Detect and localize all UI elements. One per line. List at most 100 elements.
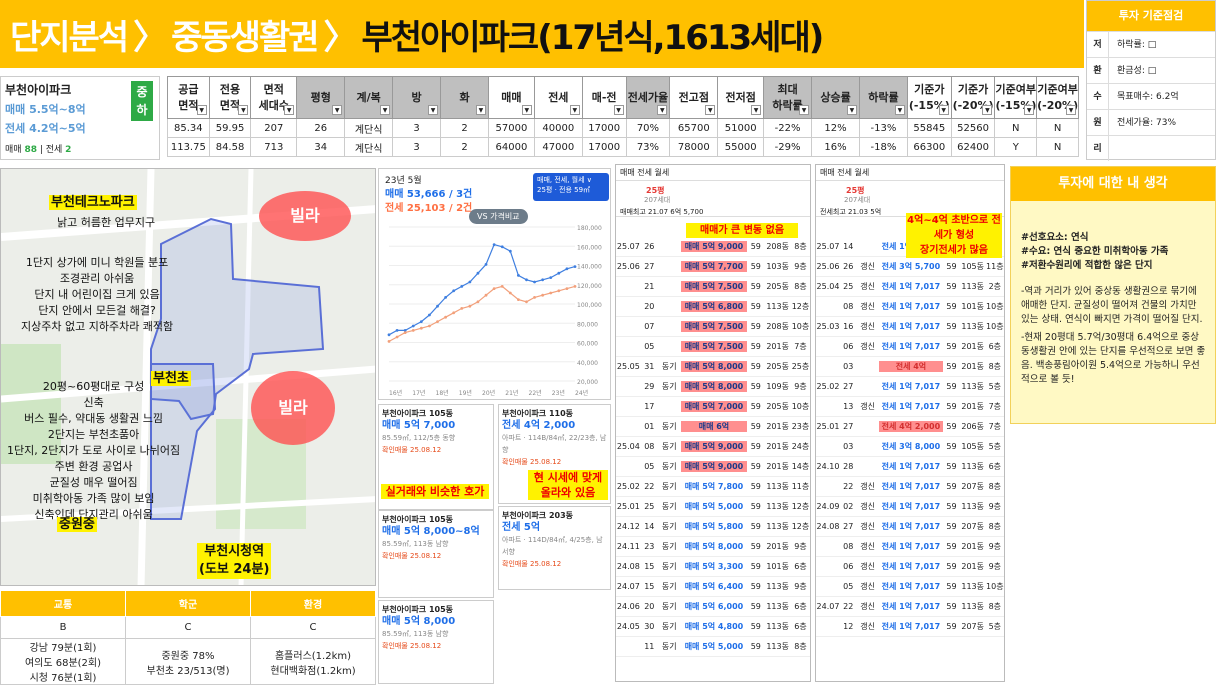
trade-row[interactable]: 17 매매 5억 7,000 59 205동 10층 [616,397,810,417]
trade-row[interactable]: 24.10 28 전세 1억 7,017 59 113동 6층 [816,457,1004,477]
listing-card[interactable]: 부천아이파크 203동 전세 5억 아파트 · 114D/84㎡, 4/25층,… [498,506,611,590]
column-header[interactable]: 기준여부 (-15%) ▼ [994,76,1038,119]
x-tick-label: 21년 [505,389,518,397]
trade-row[interactable]: 01 동기 매매 6억 59 201동 23층 [616,417,810,437]
trade-row[interactable]: 24.11 23 동기 매매 5억 8,000 59 201동 9층 [616,537,810,557]
column-header[interactable]: 전세가율 ▼ [625,76,671,119]
trade-row[interactable]: 25.04 25 갱신 전세 1억 7,017 59 113동 2층 [816,277,1004,297]
trade-row[interactable]: 24.07 22 갱신 전세 1억 7,017 59 113동 8층 [816,597,1004,617]
filter-dropdown-icon[interactable]: ▼ [705,105,716,115]
column-header[interactable]: 전저점 ▼ [717,76,765,119]
trade-tabs[interactable]: 매매 전세 월세 [616,165,810,181]
sale-trade-list[interactable]: 매매 전세 월세 25평 207세대 매매최고 21.07 6억 5,700 매… [615,164,811,682]
filter-dropdown-icon[interactable]: ▼ [613,105,624,115]
filter-dropdown-icon[interactable]: ▼ [1066,105,1076,115]
filter-dropdown-icon[interactable]: ▼ [846,105,857,115]
trade-row[interactable]: 05 동기 매매 5억 9,000 59 201동 14층 [616,457,810,477]
trade-row[interactable]: 29 동기 매매 5억 8,000 59 109동 9층 [616,377,810,397]
filter-dropdown-icon[interactable]: ▼ [657,105,668,115]
chart-filter-button[interactable]: 매매, 전세, 월세 ∨ 25평 · 전용 59㎡ [533,173,609,201]
listing-card[interactable]: 부천아이파크 105동 매매 5억 8,000~8억 85.59㎡, 113동 … [378,510,494,598]
trade-row[interactable]: 06 갱신 전세 1억 7,017 59 201동 9층 [816,557,1004,577]
trade-cell: 113동 [766,602,789,611]
column-header[interactable]: 상승률 ▼ [811,76,860,119]
jeonse-trade-list[interactable]: 매매 전세 월세 25평 207세대 전세최고 21.03 5억 4억~4억 초… [815,164,1005,682]
trade-row[interactable]: 08 갱신 전세 1억 7,017 59 201동 9층 [816,537,1004,557]
trade-row[interactable]: 24.08 27 갱신 전세 1억 7,017 59 207동 8층 [816,517,1004,537]
trade-row[interactable]: 08 갱신 전세 1억 7,017 59 101동 10층 [816,297,1004,317]
trade-row[interactable]: 05 갱신 전세 1억 7,017 59 113동 10층 [816,577,1004,597]
trade-row[interactable]: 25.03 16 갱신 전세 1억 7,017 59 113동 10층 [816,317,1004,337]
column-header[interactable]: 계/복 ▼ [344,76,394,119]
filter-dropdown-icon[interactable]: ▼ [196,105,207,115]
filter-dropdown-icon[interactable]: ▼ [982,105,993,115]
trade-row[interactable]: 22 갱신 전세 1억 7,017 59 207동 8층 [816,477,1004,497]
trade-row[interactable]: 24.07 15 동기 매매 5억 6,400 59 113동 9층 [616,577,810,597]
column-header[interactable]: 방 ▼ [392,76,442,119]
trade-tabs[interactable]: 매매 전세 월세 [816,165,1004,181]
trade-row[interactable]: 20 매매 5억 6,800 59 113동 12층 [616,297,810,317]
trade-row[interactable]: 21 매매 5억 7,500 59 205동 8층 [616,277,810,297]
trade-row[interactable]: 03 전세 4억 59 201동 8층 [816,357,1004,377]
trade-row[interactable]: 24.08 15 동기 매매 5억 3,300 59 101동 6층 [616,557,810,577]
column-header[interactable]: 전세 ▼ [533,76,583,119]
trade-cell: 24.05 [616,622,640,631]
column-header[interactable]: 공급 면적 ▼ [167,76,210,119]
filter-dropdown-icon[interactable]: ▼ [238,105,249,115]
column-header[interactable]: 하락률 ▼ [858,76,908,119]
filter-dropdown-icon[interactable]: ▼ [332,105,343,115]
column-header[interactable]: 전고점 ▼ [669,76,719,119]
column-header[interactable]: 매매 ▼ [487,76,535,119]
trade-row[interactable]: 05 매매 5억 7,500 59 201동 7층 [616,337,810,357]
listing-card[interactable]: 부천아이파크 110동 전세 4억 2,000 아파트 · 114B/84㎡, … [498,404,611,504]
column-header[interactable]: 평형 ▼ [296,76,346,119]
station-label: 부천시청역 (도보 24분) [197,543,272,579]
trade-row[interactable]: 24.12 14 동기 매매 5억 5,800 59 113동 12층 [616,517,810,537]
trade-row[interactable]: 03 전세 3억 8,000 59 105동 5층 [816,437,1004,457]
trade-row[interactable]: 25.01 27 전세 4억 2,000 59 206동 7층 [816,417,1004,437]
trade-row[interactable]: 24.05 30 동기 매매 5억 4,800 59 113동 6층 [616,617,810,637]
column-header[interactable]: 기준가 (-20%) ▼ [950,76,996,119]
trade-row[interactable]: 25.07 26 매매 5억 9,000 59 208동 8층 [616,237,810,257]
filter-dropdown-icon[interactable]: ▼ [751,105,762,115]
complex-summary: 부천아이파크 매매 5.5억~8억 전세 4.2억~5억 매매 88 | 전세 … [0,76,160,160]
trade-row[interactable]: 25.02 27 전세 1억 7,017 59 113동 5층 [816,377,1004,397]
compare-button[interactable]: VS 가격비교 [469,209,528,224]
filter-dropdown-icon[interactable]: ▼ [380,105,391,115]
area-map[interactable]: 부천테크노파크 낡고 허름한 업무지구 빌라 1단지 상가에 미니 학원들 분포… [0,168,376,586]
trade-row[interactable]: 25.06 27 매매 5억 7,700 59 103동 9층 [616,257,810,277]
filter-dropdown-icon[interactable]: ▼ [521,105,532,115]
filter-dropdown-icon[interactable]: ▼ [475,105,486,115]
column-header[interactable]: 화 ▼ [440,76,489,119]
column-header[interactable]: 매-전 ▼ [581,76,627,119]
trade-row[interactable]: 25.01 25 동기 매매 5억 5,000 59 113동 12층 [616,497,810,517]
trade-row[interactable]: 24.09 02 갱신 전세 1억 7,017 59 113동 9층 [816,497,1004,517]
column-header[interactable]: 최대 하락률 ▼ [763,76,813,119]
column-header[interactable]: 기준가 (-15%) ▼ [906,76,952,119]
trade-cell: 6층 [988,462,1002,471]
trade-cell: 12 [843,622,854,631]
trade-row[interactable]: 11 동기 매매 5억 5,000 59 113동 8층 [616,637,810,657]
column-header[interactable]: 면적 세대수 ▼ [250,76,298,119]
trade-row[interactable]: 07 매매 5억 7,500 59 208동 10층 [616,317,810,337]
filter-dropdown-icon[interactable]: ▼ [894,105,905,115]
filter-dropdown-icon[interactable]: ▼ [284,105,295,115]
trade-row[interactable]: 12 갱신 전세 1억 7,017 59 207동 5층 [816,617,1004,637]
trade-row[interactable]: 24.06 20 동기 매매 5억 6,000 59 113동 6층 [616,597,810,617]
filter-dropdown-icon[interactable]: ▼ [569,105,580,115]
trade-row[interactable]: 25.02 22 동기 매매 5억 7,800 59 113동 11층 [616,477,810,497]
filter-dropdown-icon[interactable]: ▼ [799,105,810,115]
listing-card[interactable]: 부천아이파크 105동 매매 5억 8,000 85.59㎡, 113동 남향 … [378,600,494,684]
trade-row[interactable]: 25.04 08 동기 매매 5억 9,000 59 201동 24층 [616,437,810,457]
filter-dropdown-icon[interactable]: ▼ [428,105,439,115]
trade-row[interactable]: 06 갱신 전세 1억 7,017 59 201동 6층 [816,337,1004,357]
trade-row[interactable]: 13 갱신 전세 1억 7,017 59 201동 7층 [816,397,1004,417]
trade-cell: 전세 1억 7,017 [881,542,941,551]
filter-dropdown-icon[interactable]: ▼ [938,105,949,115]
filter-dropdown-icon[interactable]: ▼ [1024,105,1035,115]
trade-cell: 17 [644,402,655,411]
column-header[interactable]: 기준여부 (-20%) ▼ [1036,76,1079,119]
trade-row[interactable]: 25.05 31 동기 매매 5억 8,000 59 205동 25층 [616,357,810,377]
column-header[interactable]: 전용 면적 ▼ [208,76,252,119]
trade-row[interactable]: 25.06 26 갱신 전세 3억 5,700 59 105동 11층 [816,257,1004,277]
